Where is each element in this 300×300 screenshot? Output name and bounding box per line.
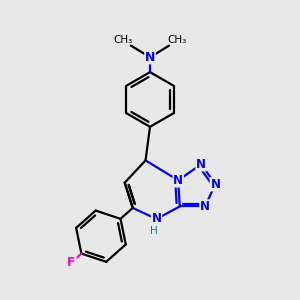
Text: N: N: [173, 174, 183, 187]
Text: CH₃: CH₃: [168, 35, 187, 45]
Text: N: N: [145, 51, 155, 64]
Text: CH₃: CH₃: [113, 35, 132, 45]
Text: F: F: [67, 256, 76, 269]
Text: N: N: [196, 158, 206, 171]
Text: H: H: [150, 226, 158, 236]
Text: N: N: [210, 178, 220, 191]
Text: N: N: [152, 212, 161, 226]
Text: N: N: [200, 200, 210, 213]
